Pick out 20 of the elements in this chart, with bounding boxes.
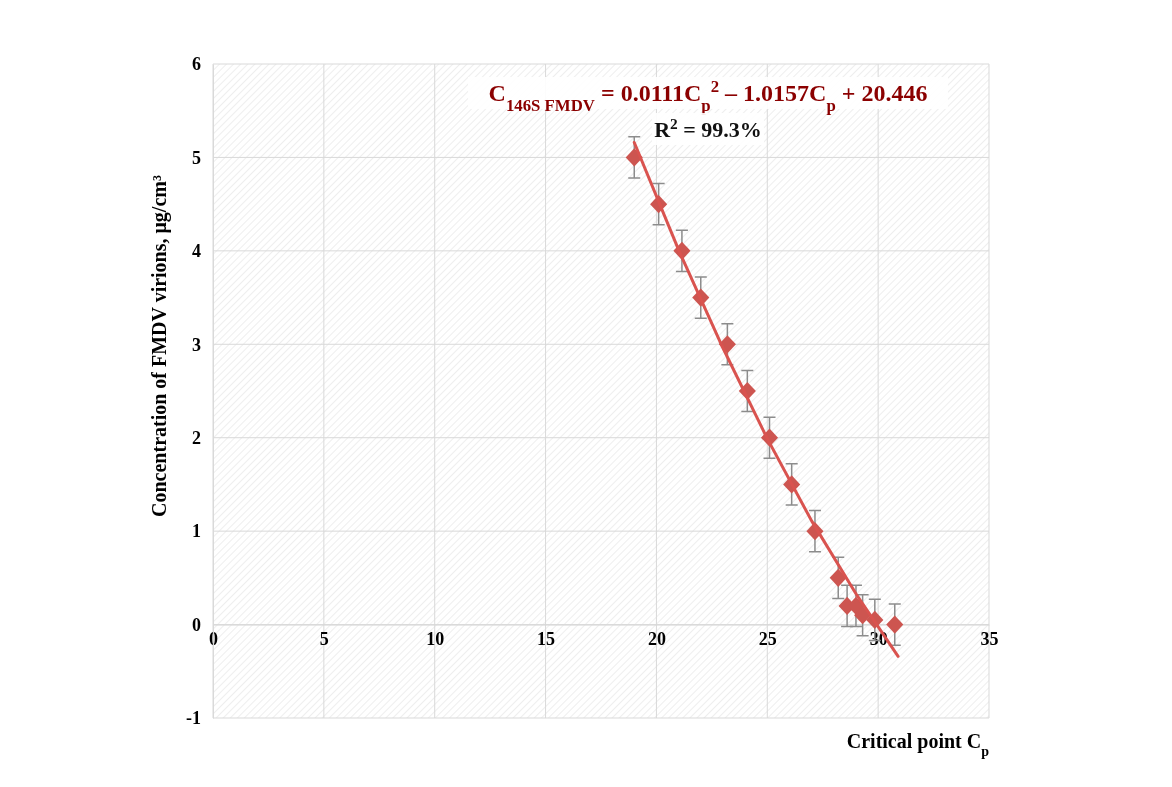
point xyxy=(829,568,847,587)
x-tick-label: 25 xyxy=(758,629,777,650)
y-tick-label: 5 xyxy=(192,147,201,168)
x-axis-title: Critical point C$_{p}$ xyxy=(846,730,990,759)
x-tick-label: 15 xyxy=(537,629,556,650)
x-tick-label: 35 xyxy=(980,629,999,650)
x-tick-label: 5 xyxy=(319,629,329,650)
y-tick-label: 0 xyxy=(192,614,201,635)
x-tick-label: 20 xyxy=(647,629,666,650)
y-axis-title: Concentration of FMDV virions, μg/cm³ xyxy=(148,175,171,517)
y-tick-label: 6 xyxy=(192,54,201,75)
y-tick-label: 3 xyxy=(192,334,201,355)
y-tick-label: 1 xyxy=(192,521,201,542)
x-tick-label: 10 xyxy=(426,629,445,650)
y-tick-label: 2 xyxy=(192,427,201,448)
y-tick-label: 4 xyxy=(192,241,201,262)
annotation: C$_{146S FMDV}$ = 0.0111C$_{p}$$^{2}$ – 1.0157C$_{p}$ + 20.446 xyxy=(488,76,928,115)
point xyxy=(886,615,904,634)
y-tick-label: -1 xyxy=(186,708,201,729)
x-tick-label: 0 xyxy=(209,629,218,650)
